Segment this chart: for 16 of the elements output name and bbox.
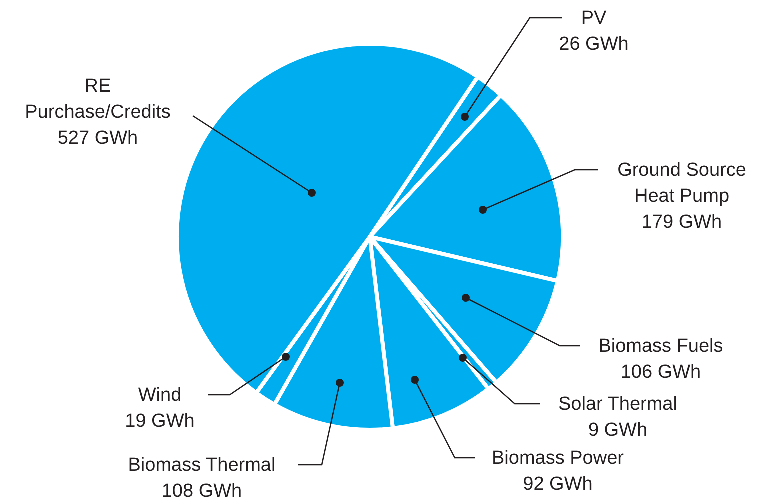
data-label: 106 GWh xyxy=(620,362,702,383)
slice-label: Biomass Fuels xyxy=(598,336,724,357)
data-label: 26 GWh xyxy=(559,34,629,55)
data-label: 108 GWh xyxy=(162,481,242,499)
slice-label: RE Purchase/Credits xyxy=(25,76,171,123)
slice-label: Biomass Thermal xyxy=(128,455,276,476)
data-label: 92 GWh xyxy=(523,474,593,495)
slice-label: Wind xyxy=(138,385,182,406)
slice-label: Biomass Power xyxy=(492,448,625,469)
slice-label: PV xyxy=(581,8,607,29)
data-label: 19 GWh xyxy=(125,411,195,432)
slice-label: Ground Source Heat Pump xyxy=(618,160,746,207)
data-label: 9 GWh xyxy=(588,420,648,441)
slice-label: Solar Thermal xyxy=(558,394,678,415)
data-label: 527 GWh xyxy=(58,128,138,149)
data-label: 179 GWh xyxy=(642,212,722,233)
